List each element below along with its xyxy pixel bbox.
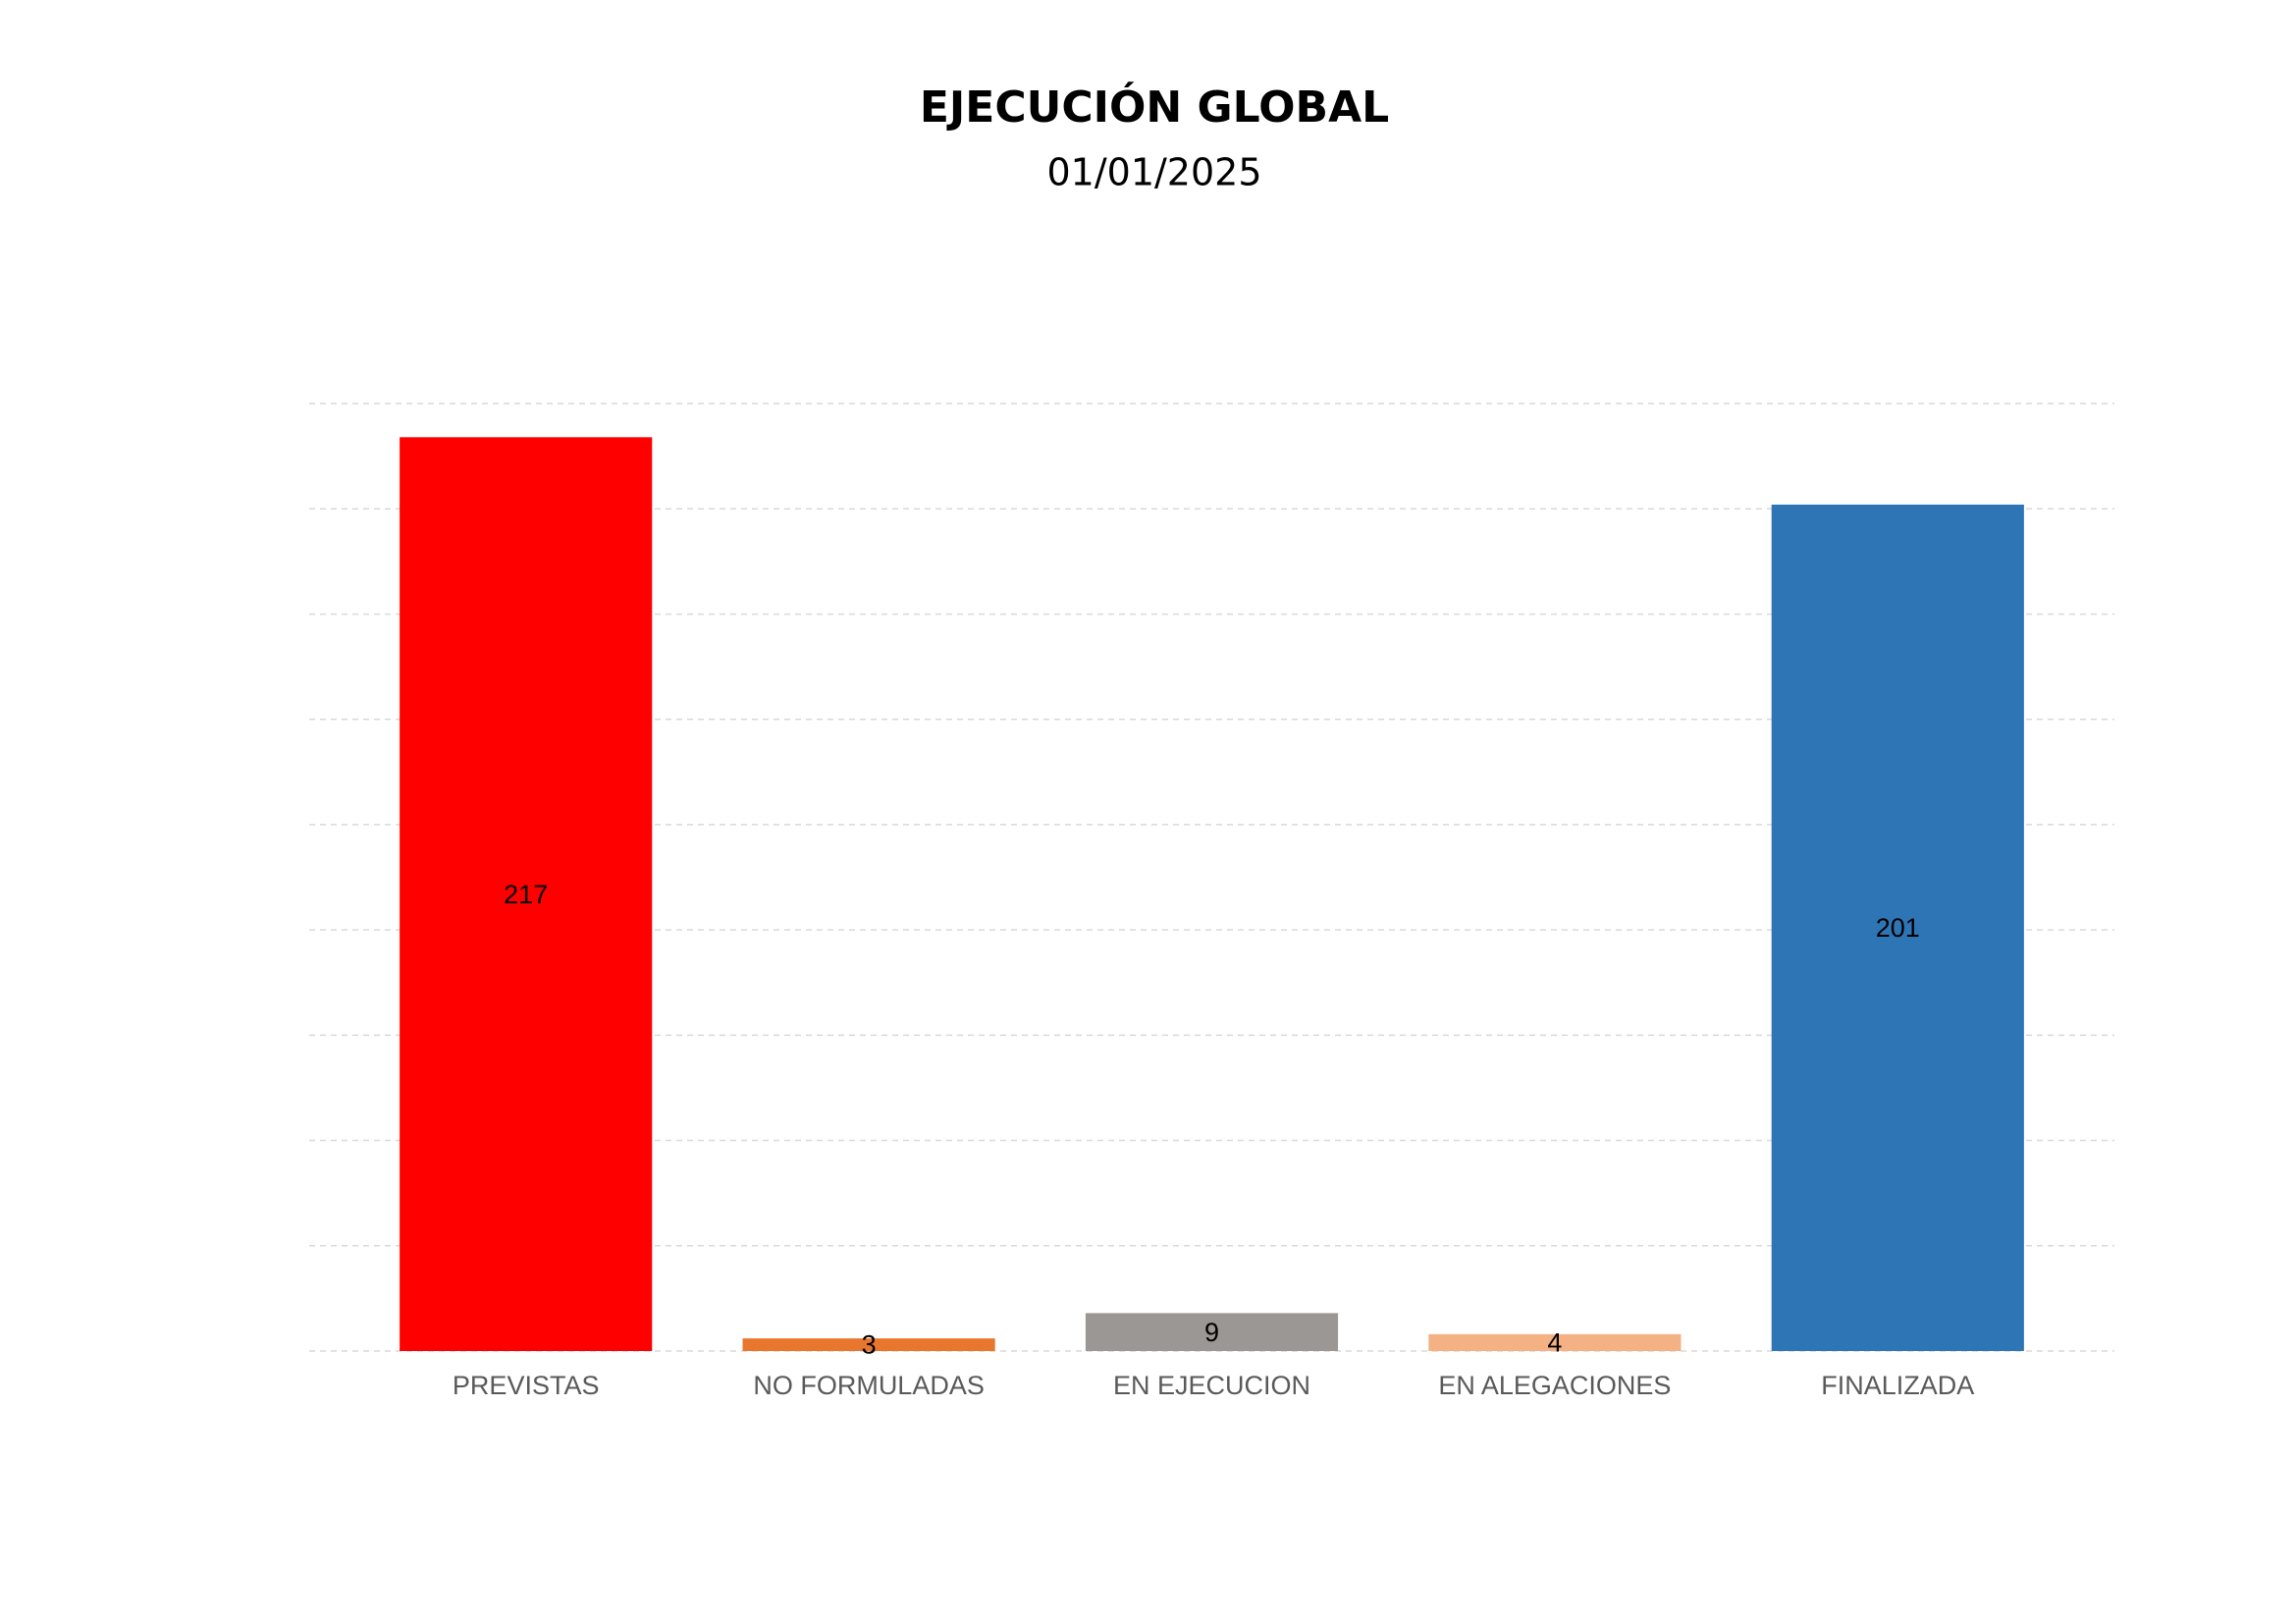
bar (1771, 504, 2024, 1351)
value-label: 217 (504, 880, 548, 909)
chart-subtitle: 01/01/2025 (1046, 151, 1261, 194)
value-label: 9 (1204, 1318, 1219, 1347)
x-tick-label: NO FORMULADAS (753, 1371, 985, 1400)
bar (742, 1338, 995, 1351)
bar (1428, 1333, 1682, 1351)
x-tick-label: PREVISTAS (453, 1371, 600, 1400)
x-tick-label: EN ALEGACIONES (1438, 1371, 1671, 1400)
x-tick-label: EN EJECUCION (1113, 1371, 1310, 1400)
value-label: 201 (1876, 913, 1920, 943)
bar (400, 437, 653, 1351)
value-label: 3 (862, 1330, 877, 1360)
chart-title: EJECUCIÓN GLOBAL (920, 81, 1389, 133)
bar (1085, 1313, 1339, 1351)
value-label: 4 (1547, 1328, 1562, 1358)
x-tick-label: FINALIZADA (1821, 1371, 1974, 1400)
